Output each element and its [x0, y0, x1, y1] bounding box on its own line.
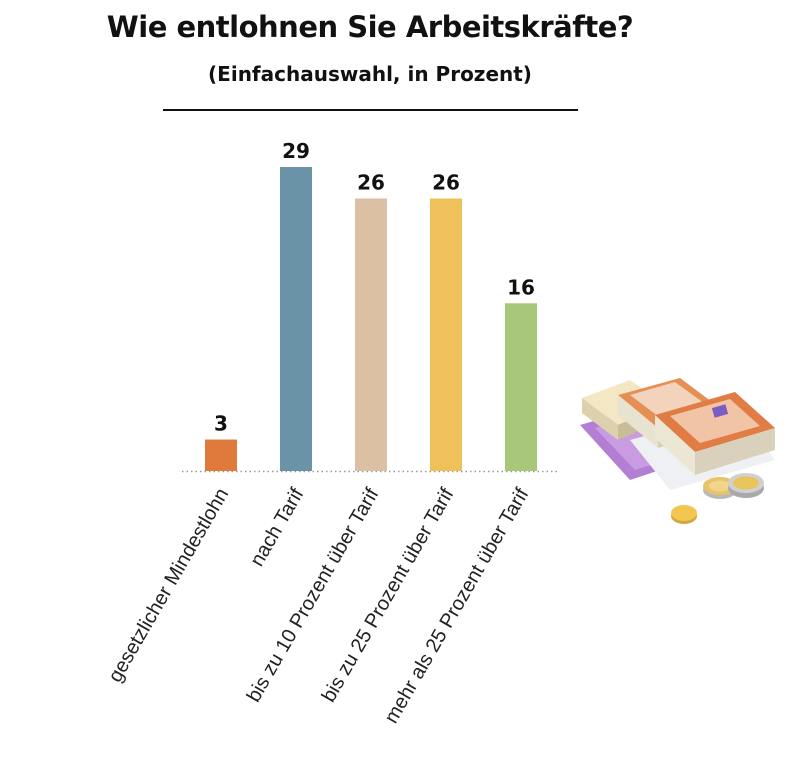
euro-money-stack-icon [580, 378, 775, 524]
category-label: bis zu 25 Prozent über Tarif [318, 484, 459, 706]
category-label: nach Tarif [246, 484, 308, 570]
title-divider [163, 109, 578, 111]
category-label: bis zu 10 Prozent über Tarif [243, 484, 384, 706]
bar [505, 303, 537, 471]
data-label: 26 [432, 170, 460, 194]
data-label: 29 [282, 139, 310, 163]
data-label: 3 [214, 412, 228, 436]
data-label: 26 [357, 170, 385, 194]
bar [205, 439, 237, 471]
bar [355, 198, 387, 471]
category-label: mehr als 25 Prozent über Tarif [381, 484, 534, 727]
data-label: 16 [507, 275, 535, 299]
chart-subtitle: (Einfachauswahl, in Prozent) [208, 62, 532, 86]
chart-title: Wie entlohnen Sie Arbeitskräfte? [106, 10, 634, 44]
bar [430, 198, 462, 471]
category-label: gesetzlicher Mindestlohn [104, 485, 233, 687]
bar [280, 167, 312, 471]
